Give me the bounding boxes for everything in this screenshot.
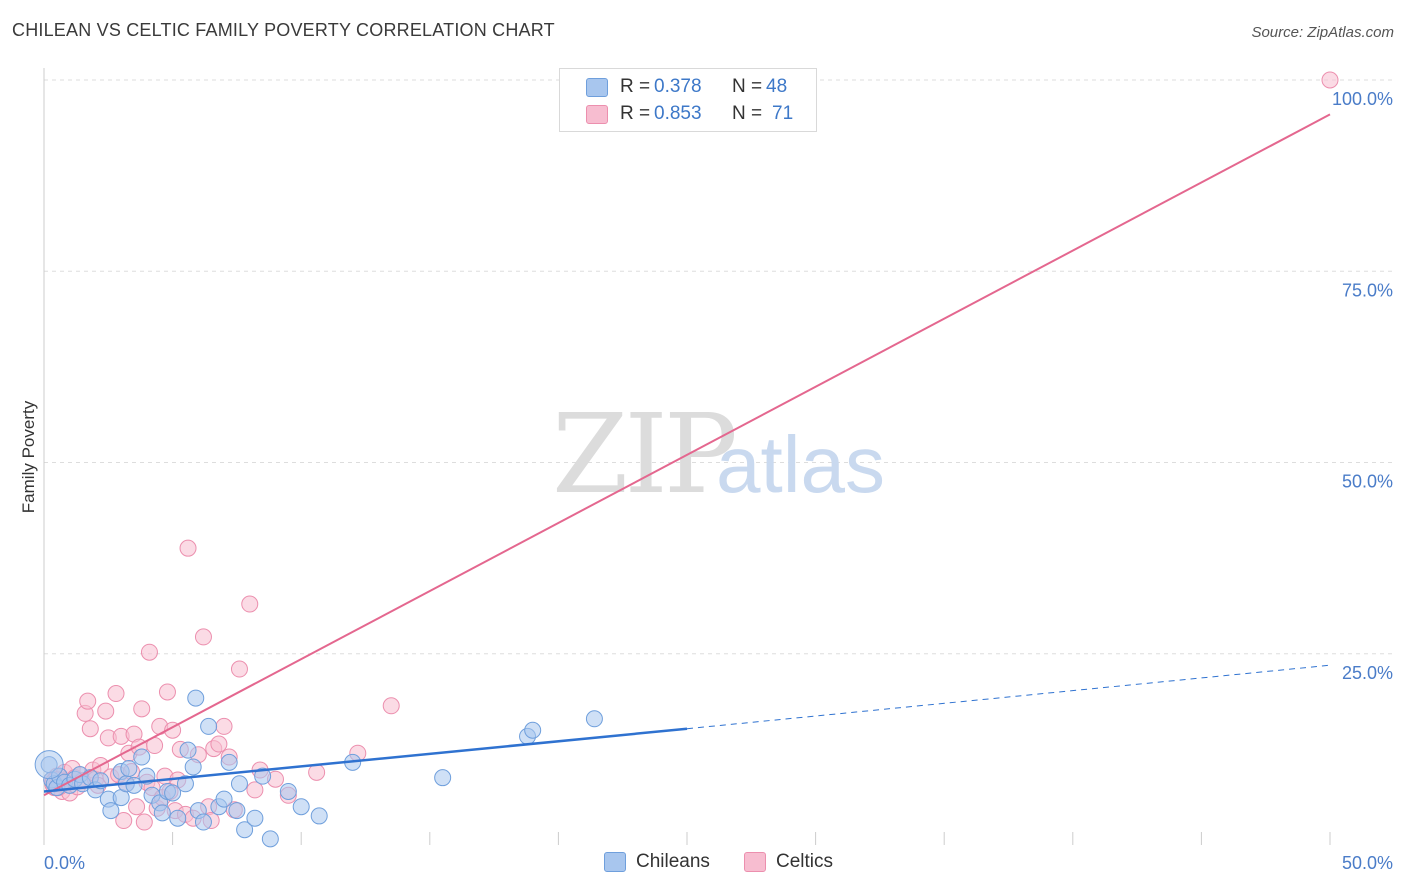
chileans-point xyxy=(215,790,233,808)
legend-n-value: 71 xyxy=(772,103,794,124)
chileans-point xyxy=(187,689,205,707)
legend-r-label: R = xyxy=(620,103,651,124)
source-credit: Source: ZipAtlas.com xyxy=(1251,24,1394,41)
celtics-point xyxy=(107,685,125,703)
celtics-point xyxy=(79,692,97,710)
chileans-point xyxy=(179,741,197,759)
chileans-series xyxy=(34,689,603,848)
celtics-point xyxy=(158,683,176,701)
x-tick-label: 0.0% xyxy=(44,853,85,873)
chileans-point xyxy=(292,798,310,816)
chileans-trend-line xyxy=(43,727,688,793)
y-axis-title: Family Poverty xyxy=(19,400,38,513)
legend-r-value: 0.378 xyxy=(654,76,702,97)
legend-row-celtics: R = 0.853 N = 71 xyxy=(586,101,806,127)
chileans-point xyxy=(279,782,297,800)
chileans-swatch xyxy=(604,852,626,872)
chileans-point xyxy=(254,767,272,785)
y-tick-label: 50.0% xyxy=(1342,472,1393,492)
legend-label-celtics: Celtics xyxy=(776,851,834,872)
celtics-point xyxy=(164,721,182,739)
chileans-point xyxy=(34,750,64,780)
celtics-point xyxy=(140,643,158,661)
watermark-atlas: atlas xyxy=(716,420,885,509)
celtics-point xyxy=(115,812,133,830)
trend-lines xyxy=(43,113,1331,797)
y-tick-label: 100.0% xyxy=(1332,89,1393,109)
chileans-point xyxy=(164,784,182,802)
celtics-point xyxy=(246,781,264,799)
chart-title: CHILEAN VS CELTIC FAMILY POVERTY CORRELA… xyxy=(12,20,555,40)
chileans-point xyxy=(194,813,212,831)
chileans-point xyxy=(310,807,328,825)
celtics-point xyxy=(1321,71,1339,89)
chileans-point xyxy=(133,748,151,766)
celtics-swatch xyxy=(586,105,608,124)
celtics-swatch xyxy=(744,852,766,872)
chileans-point xyxy=(524,721,542,739)
legend-item-chileans[interactable]: Chileans xyxy=(604,851,710,873)
legend-n-label: N = xyxy=(732,103,763,124)
celtics-point xyxy=(215,717,233,735)
chileans-swatch xyxy=(586,78,608,97)
chileans-point xyxy=(246,809,264,827)
chileans-point xyxy=(434,769,452,787)
celtics-point xyxy=(382,697,400,715)
chileans-point xyxy=(200,717,218,735)
celtics-point xyxy=(179,539,197,557)
x-tick-label: 50.0% xyxy=(1342,853,1393,873)
legend-label-chileans: Chileans xyxy=(636,851,710,872)
celtics-point xyxy=(241,595,259,613)
legend-r-label: R = xyxy=(620,76,651,97)
chileans-point xyxy=(153,804,171,822)
y-tick-label: 75.0% xyxy=(1342,280,1393,300)
celtics-point xyxy=(135,813,153,831)
chileans-point xyxy=(120,760,138,777)
correlation-legend: R = 0.378 N = 48 R = 0.853 N = 71 xyxy=(559,68,817,132)
celtics-point xyxy=(133,700,151,718)
legend-n-value: 48 xyxy=(766,76,788,97)
celtics-point xyxy=(230,660,248,678)
legend-row-chileans: R = 0.378 N = 48 xyxy=(586,74,806,100)
celtics-point xyxy=(128,798,146,816)
chileans-point xyxy=(261,830,279,848)
celtics-point xyxy=(308,763,326,781)
chileans-point xyxy=(230,775,248,793)
chileans-point xyxy=(176,775,194,793)
series-legend: Chileans Celtics xyxy=(0,851,1406,879)
chileans-point xyxy=(102,802,120,820)
watermark: ZIP atlas xyxy=(552,390,885,518)
chileans-point xyxy=(585,710,603,728)
chileans-point xyxy=(169,809,187,827)
celtics-point xyxy=(81,720,99,738)
chileans-point xyxy=(228,802,246,820)
legend-item-celtics[interactable]: Celtics xyxy=(744,851,833,873)
grid-layer xyxy=(44,79,1395,655)
celtics-point xyxy=(97,702,115,720)
chileans-point xyxy=(236,821,254,839)
chileans-point xyxy=(184,758,202,776)
y-tick-label: 25.0% xyxy=(1342,663,1393,683)
legend-n-label: N = xyxy=(732,76,763,97)
celtics-trend-line xyxy=(43,113,1331,797)
chileans-trend-extension xyxy=(686,664,1331,730)
celtics-point xyxy=(194,628,212,646)
chileans-point xyxy=(220,753,238,771)
watermark-zip: ZIP xyxy=(552,390,735,518)
celtics-point xyxy=(210,735,228,753)
legend-r-value: 0.853 xyxy=(654,103,702,124)
axis-layer: 25.0% 50.0% 75.0% 100.0% 0.0% 50.0% xyxy=(43,68,1393,873)
